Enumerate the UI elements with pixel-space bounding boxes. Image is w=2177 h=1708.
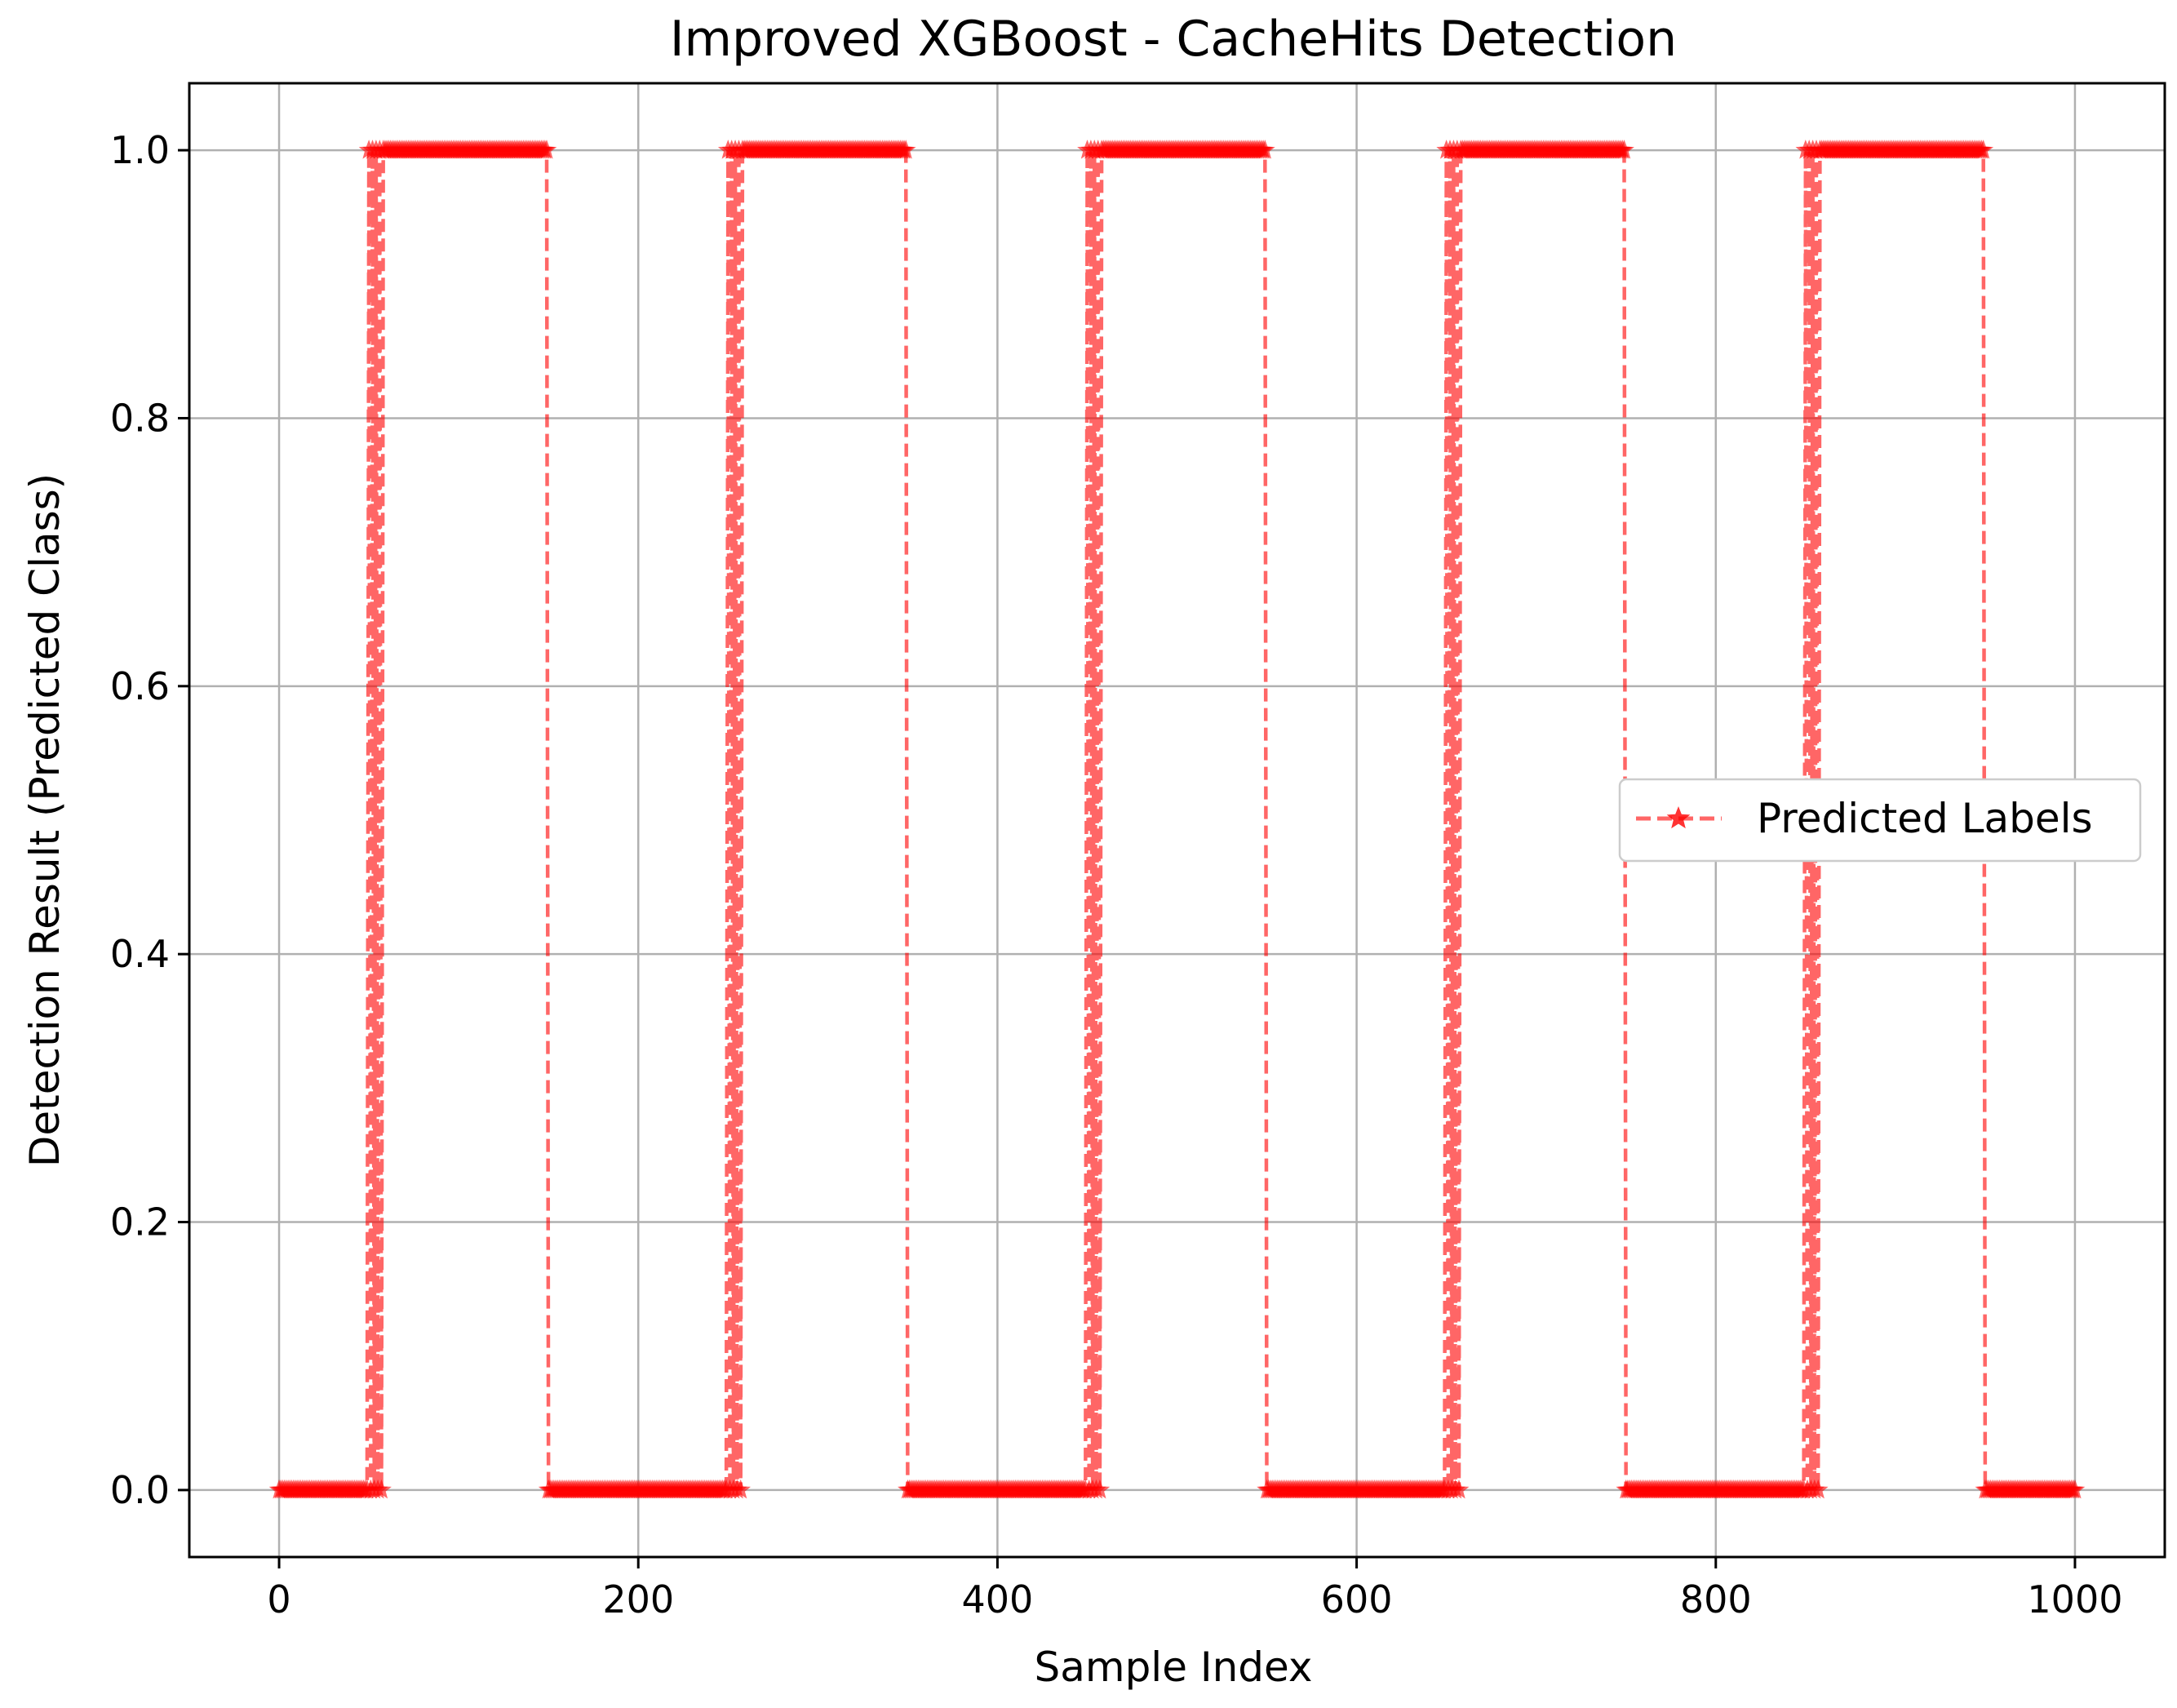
y-tick-label: 0.0	[110, 1468, 170, 1512]
data-point-marker	[1614, 140, 1634, 159]
x-tick-label: 200	[602, 1577, 674, 1621]
data-point-marker	[1448, 1479, 1470, 1499]
y-axis-label: Detection Result (Predicted Class)	[21, 473, 69, 1167]
legend-label: Predicted Labels	[1757, 795, 2093, 842]
data-point-marker	[895, 140, 916, 159]
y-tick-label: 0.8	[110, 396, 170, 440]
x-tick-label: 1000	[2027, 1577, 2122, 1621]
x-tick-label: 0	[267, 1577, 290, 1621]
y-tick-label: 0.2	[110, 1200, 170, 1244]
data-point-marker	[371, 1479, 392, 1499]
x-axis-label: Sample Index	[1034, 1644, 1312, 1691]
grid	[189, 83, 2165, 1557]
legend: Predicted Labels	[1618, 778, 2142, 863]
x-tick-label: 400	[962, 1577, 1034, 1621]
legend-box	[1618, 778, 2142, 863]
data-point-marker	[2064, 1479, 2086, 1499]
y-tick-label: 0.6	[110, 664, 170, 708]
data-point-marker	[1255, 140, 1275, 159]
chart-title: Improved XGBoost - CacheHits Detection	[670, 11, 1677, 68]
x-tick-label: 600	[1321, 1577, 1393, 1621]
data-point-marker	[1973, 140, 1994, 159]
x-tick-label: 800	[1680, 1577, 1752, 1621]
data-point-marker	[536, 140, 557, 159]
axis-ticks: 0 200 400 600 800 1000 0.0 0.2 0.4 0.6 0.8 1.0	[110, 128, 2123, 1621]
y-tick-label: 1.0	[110, 128, 170, 172]
plot-frame	[188, 82, 2166, 1559]
series-predicted-labels	[268, 140, 2086, 1499]
data-point-marker	[730, 1479, 751, 1499]
y-tick-label: 0.4	[110, 932, 170, 976]
data-point-marker	[1807, 1479, 1829, 1499]
data-point-marker	[1089, 1479, 1111, 1499]
legend-star-marker	[1666, 806, 1691, 829]
